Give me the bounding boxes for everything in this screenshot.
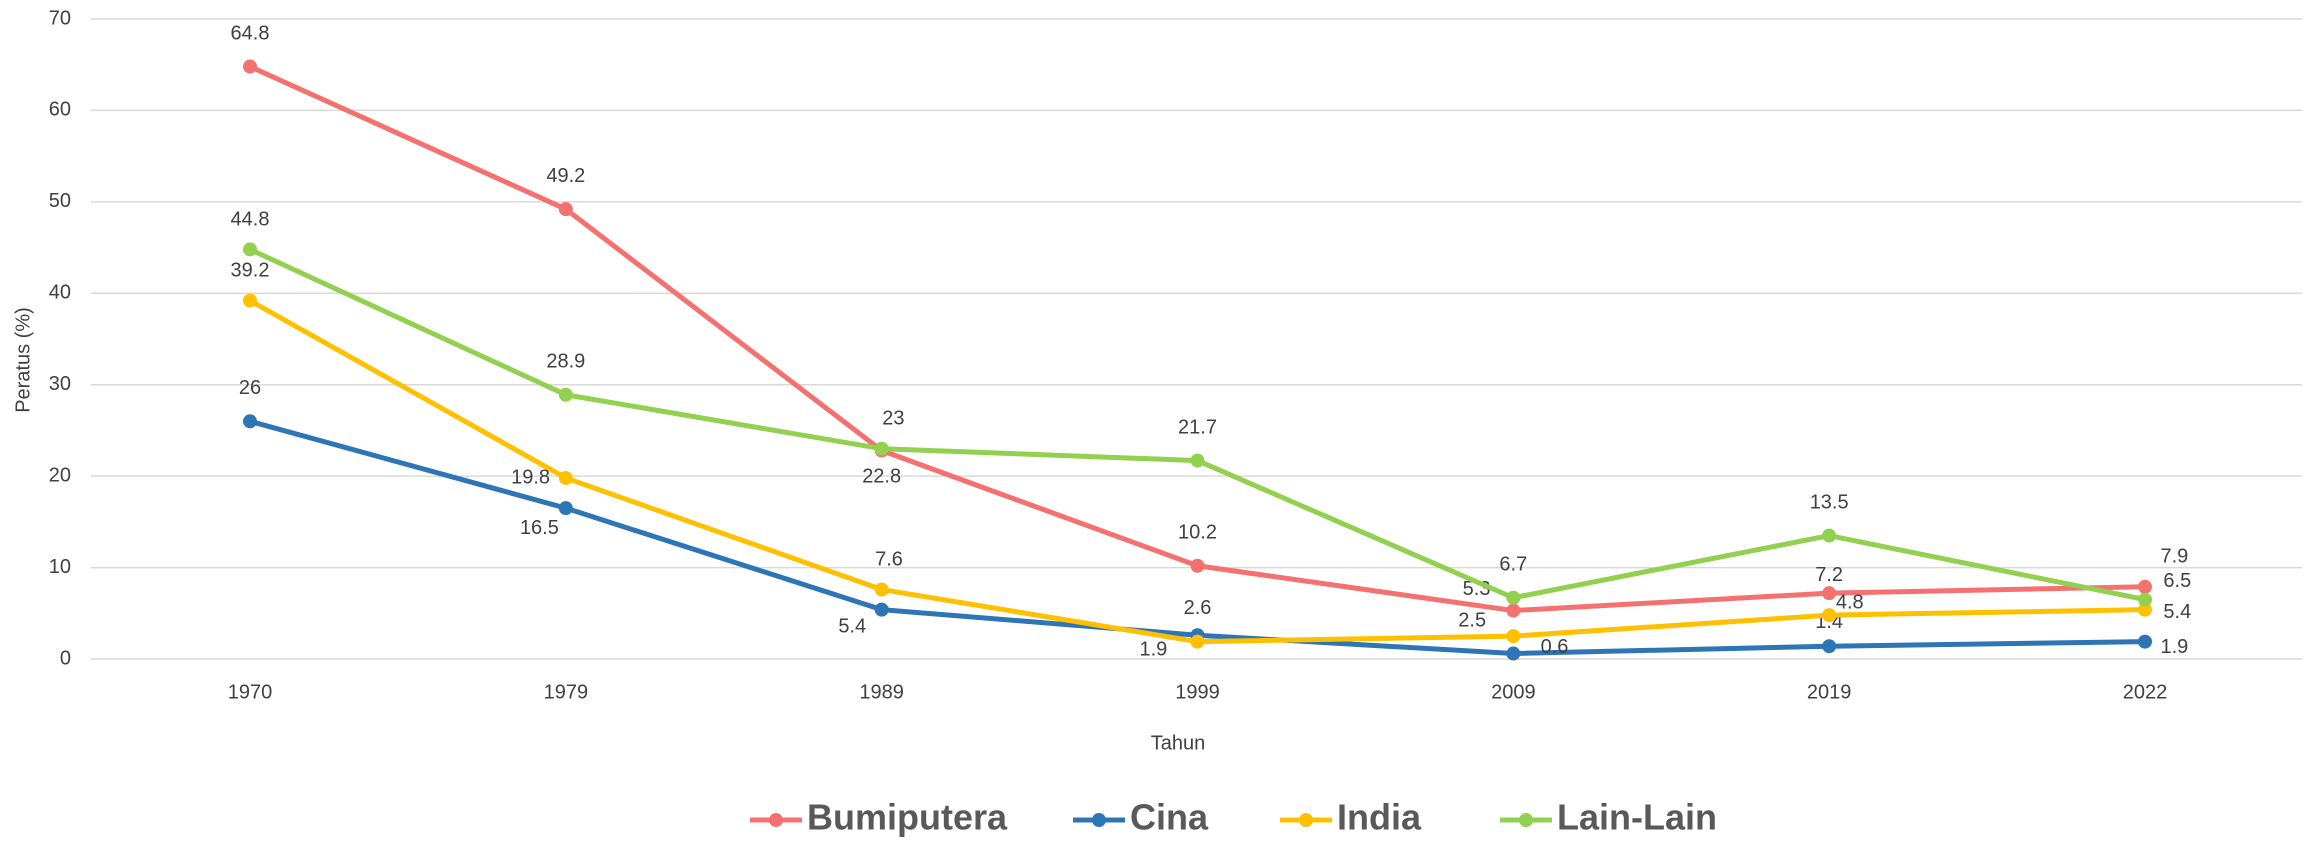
x-tick-label: 1989 — [859, 681, 904, 703]
data-label: 26 — [239, 377, 261, 399]
data-label: 10.2 — [1178, 522, 1217, 544]
x-tick-label: 1999 — [1175, 681, 1220, 703]
data-label: 2.5 — [1458, 610, 1486, 632]
data-label: 7.6 — [875, 548, 903, 570]
data-point — [1506, 590, 1521, 605]
legend-label: Cina — [1130, 797, 1209, 838]
y-tick-label: 60 — [49, 99, 71, 121]
data-point — [874, 441, 889, 456]
data-point — [1822, 608, 1837, 623]
x-tick-label: 2019 — [1807, 681, 1852, 703]
data-label: 44.8 — [231, 208, 270, 230]
data-point — [874, 582, 889, 597]
data-point — [243, 293, 257, 308]
data-label: 21.7 — [1178, 417, 1217, 439]
data-point — [1822, 639, 1837, 654]
y-tick-label: 70 — [49, 7, 71, 29]
data-label: 19.8 — [511, 466, 550, 488]
legend-marker — [1299, 813, 1313, 827]
data-point — [558, 387, 573, 402]
data-point — [1190, 558, 1205, 573]
data-label: 39.2 — [231, 259, 270, 281]
data-label: 5.4 — [2163, 601, 2191, 623]
data-point — [1822, 586, 1837, 601]
legend-marker — [1519, 813, 1533, 827]
x-tick-label: 1979 — [544, 681, 589, 703]
data-point — [1506, 629, 1521, 644]
y-tick-label: 0 — [60, 647, 71, 669]
data-point — [243, 242, 257, 257]
data-label: 13.5 — [1810, 492, 1849, 514]
data-point — [1190, 634, 1205, 649]
data-label: 16.5 — [520, 517, 559, 539]
legend-label: Bumiputera — [807, 797, 1008, 838]
data-label: 1.9 — [1139, 639, 1167, 661]
data-point — [2138, 634, 2152, 649]
data-point — [558, 470, 573, 485]
data-point — [1506, 603, 1521, 618]
data-point — [2138, 602, 2152, 617]
data-label: 6.5 — [2163, 570, 2191, 592]
data-label: 22.8 — [862, 465, 901, 487]
data-label: 28.9 — [546, 351, 585, 373]
data-label: 1.9 — [2160, 636, 2188, 658]
x-tick-label: 2022 — [2123, 681, 2168, 703]
legend-label: Lain-Lain — [1557, 797, 1717, 838]
data-label: 6.7 — [1499, 554, 1527, 576]
data-point — [558, 501, 573, 516]
x-tick-label: 1970 — [228, 681, 273, 703]
legend-label: India — [1337, 797, 1422, 838]
x-axis-label: Tahun — [1151, 732, 1206, 754]
data-point — [2138, 579, 2152, 594]
data-label: 4.8 — [1836, 592, 1864, 614]
data-point — [243, 414, 257, 429]
y-axis-label: Peratus (%) — [12, 307, 34, 413]
x-tick-label: 2009 — [1491, 681, 1536, 703]
y-tick-label: 40 — [49, 282, 71, 304]
data-point — [874, 602, 889, 617]
legend-marker — [769, 813, 783, 827]
y-tick-label: 20 — [49, 464, 71, 486]
data-label: 23 — [882, 408, 904, 430]
data-point — [2138, 592, 2152, 607]
data-label: 0.6 — [1541, 636, 1569, 658]
data-label: 7.2 — [1815, 564, 1843, 586]
data-label: 7.9 — [2160, 546, 2188, 568]
data-label: 5.4 — [838, 616, 866, 638]
y-tick-label: 30 — [49, 373, 71, 395]
y-tick-label: 10 — [49, 556, 71, 578]
data-point — [1190, 453, 1205, 468]
legend-marker — [1092, 813, 1106, 827]
y-tick-label: 50 — [49, 190, 71, 212]
data-label: 2.6 — [1184, 597, 1212, 619]
data-point — [243, 59, 257, 74]
data-label: 64.8 — [231, 22, 270, 44]
data-label: 49.2 — [546, 165, 585, 187]
data-point — [1822, 528, 1837, 543]
data-point — [558, 202, 573, 217]
data-point — [1506, 646, 1521, 661]
